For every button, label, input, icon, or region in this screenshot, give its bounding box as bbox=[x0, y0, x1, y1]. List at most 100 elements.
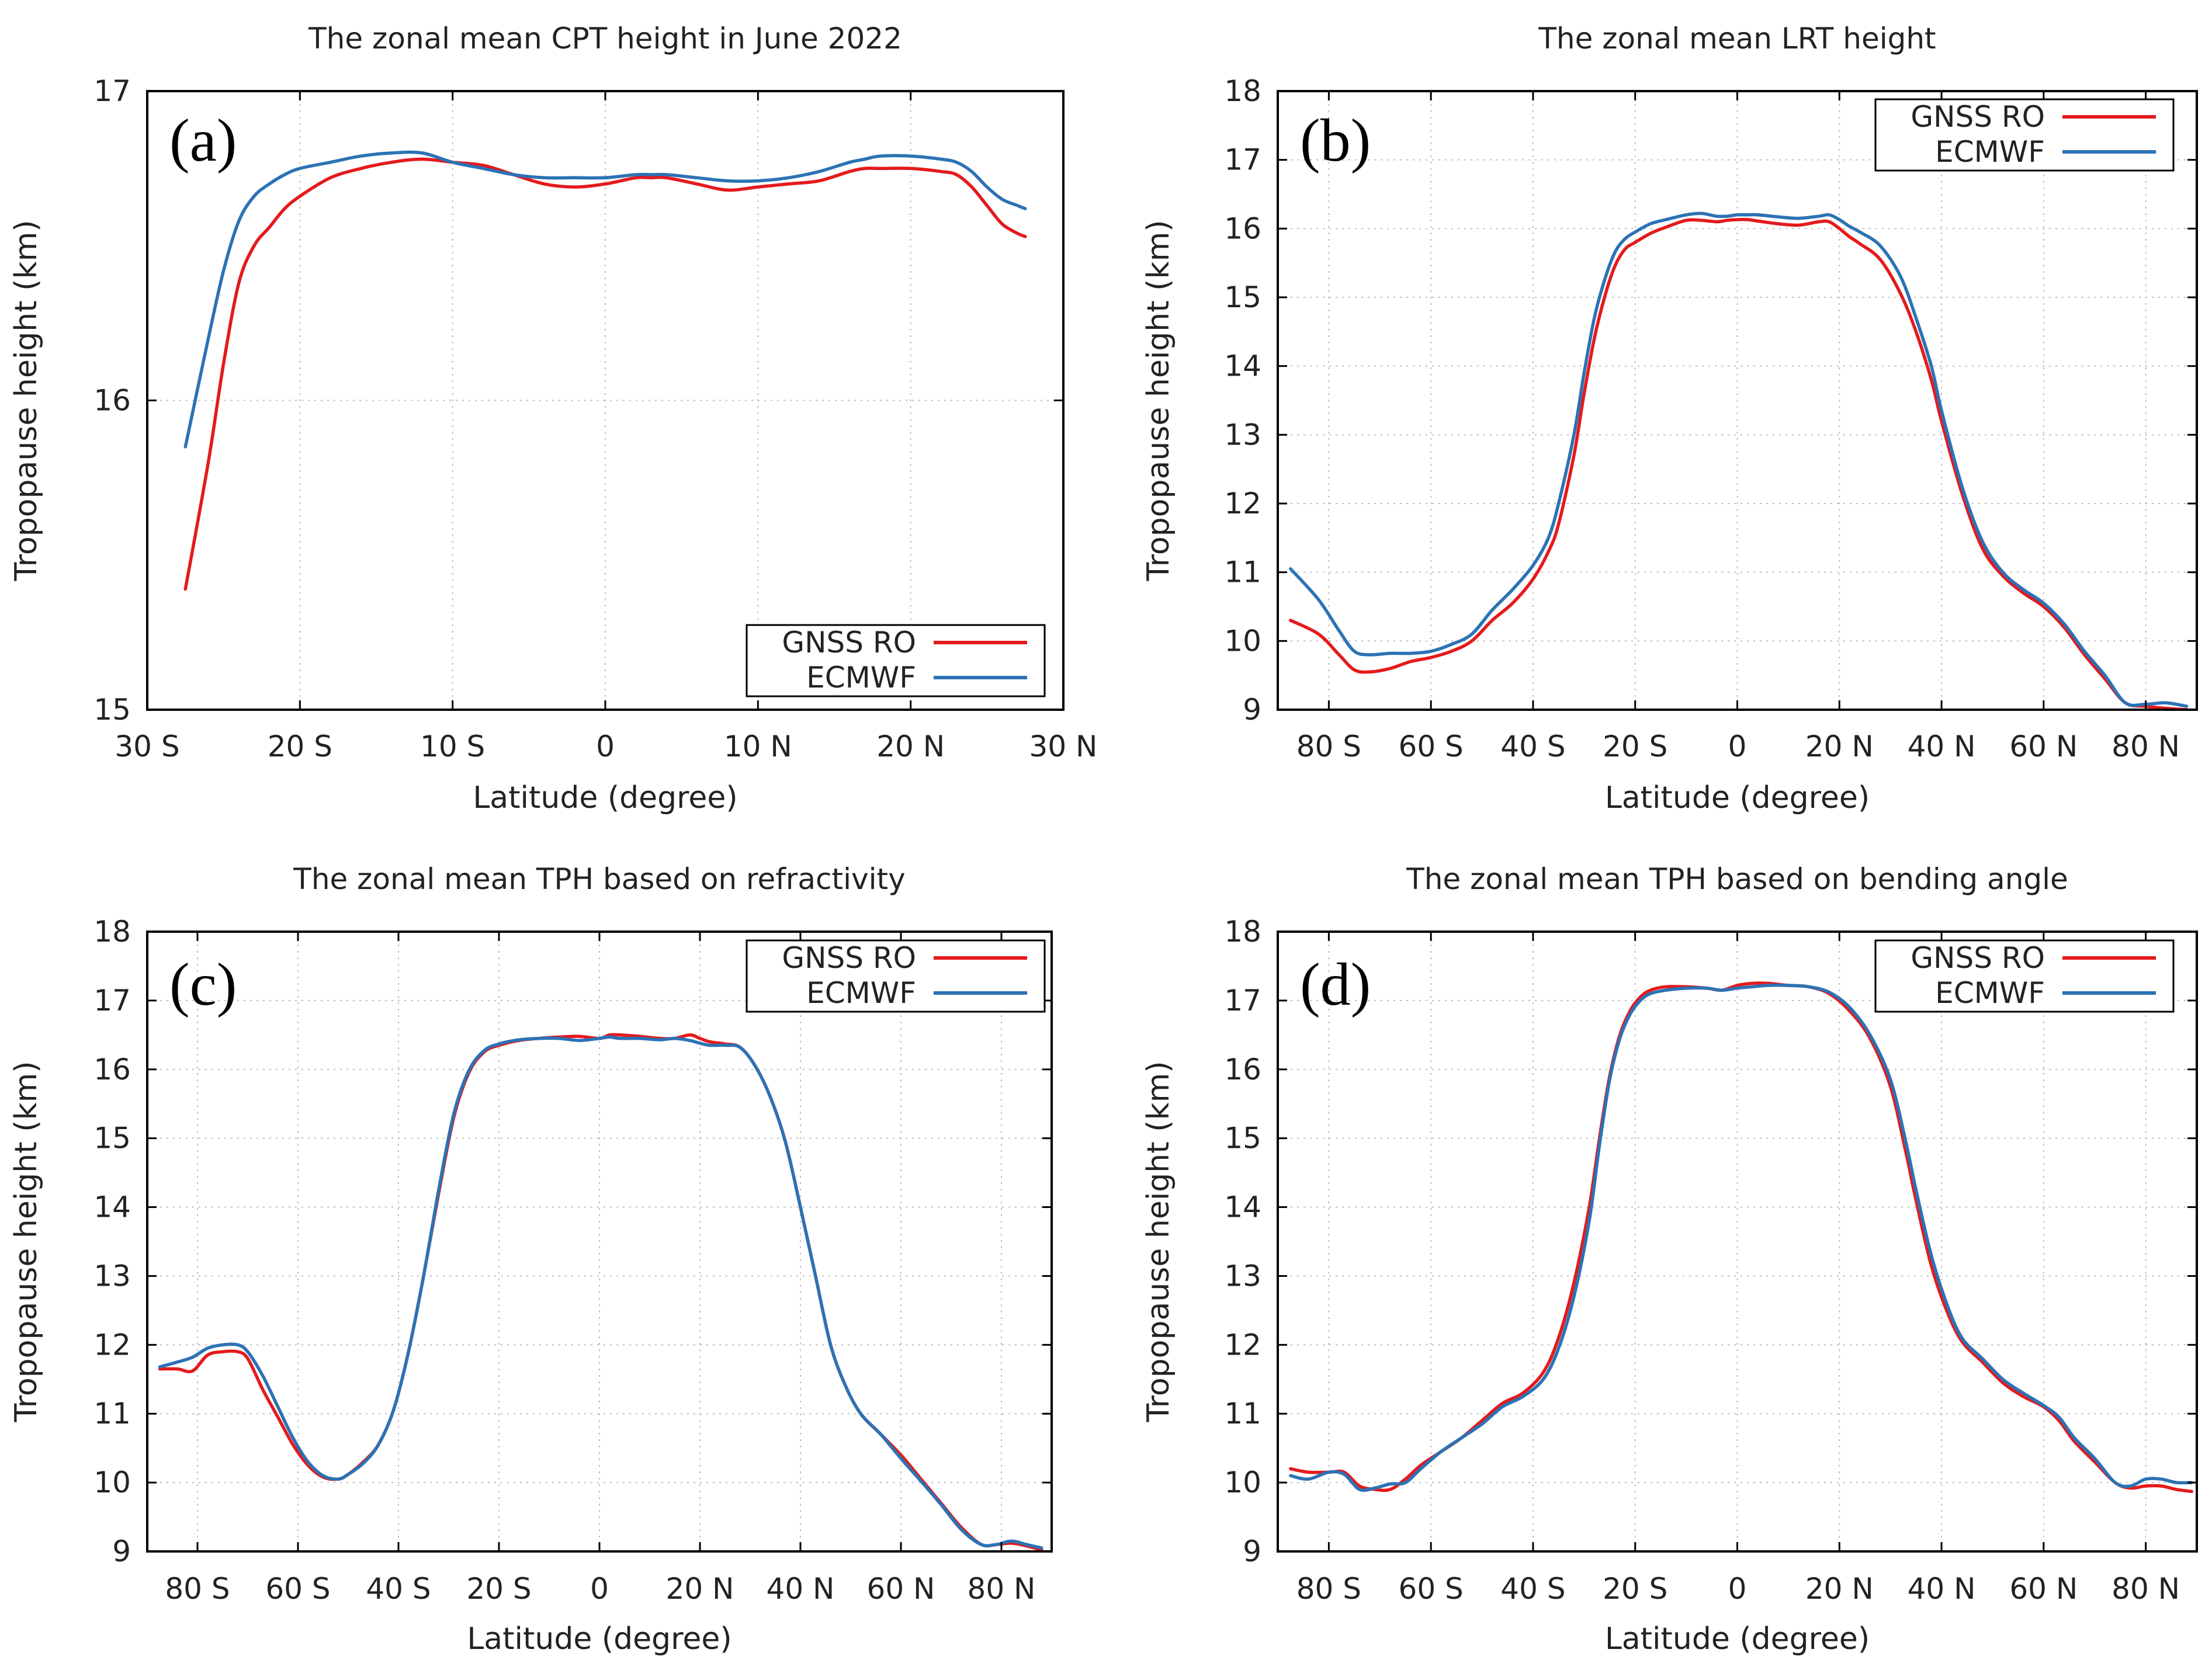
y-tick-label: 13 bbox=[93, 1259, 131, 1293]
y-tick-label: 12 bbox=[1224, 487, 1261, 520]
x-tick-label: 40 S bbox=[1500, 730, 1565, 763]
series-line-ecmwf bbox=[1289, 211, 2189, 708]
x-tick-label: 20 S bbox=[1603, 1572, 1667, 1606]
legend-label: GNSS RO bbox=[1911, 100, 2045, 134]
chart-title: The zonal mean TPH based on bending angl… bbox=[1406, 862, 2068, 896]
y-tick-label: 15 bbox=[1224, 280, 1261, 314]
grid bbox=[147, 932, 1052, 1551]
series-group bbox=[158, 1033, 1043, 1551]
y-axis-label: Tropopause height (km) bbox=[9, 220, 44, 581]
y-tick-label: 9 bbox=[1243, 1534, 1261, 1568]
x-tick-label: 60 N bbox=[2009, 730, 2078, 763]
x-axis-label: Latitude (degree) bbox=[1605, 1622, 1870, 1657]
y-tick-label: 12 bbox=[93, 1328, 131, 1362]
x-tick-label: 40 N bbox=[1908, 1572, 1976, 1606]
legend-label: ECMWF bbox=[806, 976, 916, 1010]
x-axis-label: Latitude (degree) bbox=[473, 780, 737, 815]
chart-panel-4: The zonal mean TPH based on bending angl… bbox=[1141, 862, 2198, 1657]
y-tick-label: 16 bbox=[93, 1053, 131, 1086]
y-tick-label: 16 bbox=[93, 384, 131, 418]
y-tick-label: 11 bbox=[93, 1397, 131, 1431]
series-line-ecmwf bbox=[1289, 983, 2194, 1492]
legend-box bbox=[746, 939, 1046, 1013]
y-tick-label: 14 bbox=[1224, 349, 1261, 383]
y-tick-label: 13 bbox=[1224, 1259, 1261, 1293]
y-tick-label: 10 bbox=[1224, 1466, 1261, 1499]
y-tick-label: 15 bbox=[93, 1122, 131, 1155]
x-tick-label: 20 N bbox=[1805, 1572, 1874, 1606]
chart-title: The zonal mean CPT height in June 2022 bbox=[308, 22, 902, 55]
legend-label: GNSS RO bbox=[782, 941, 916, 975]
x-tick-label: 40 S bbox=[366, 1572, 431, 1606]
y-tick-label: 11 bbox=[1224, 555, 1261, 589]
chart-title: The zonal mean TPH based on refractivity bbox=[293, 862, 905, 896]
series-line-ecmwf bbox=[183, 150, 1027, 449]
x-tick-label: 60 S bbox=[1399, 730, 1464, 763]
x-tick-label: 0 bbox=[1728, 730, 1747, 763]
chart-title: The zonal mean LRT height bbox=[1538, 22, 1936, 55]
legend-box bbox=[746, 624, 1046, 697]
y-tick-label: 15 bbox=[93, 693, 131, 727]
y-tick-label: 16 bbox=[1224, 211, 1261, 245]
y-tick-label: 10 bbox=[93, 1466, 131, 1499]
y-tick-label: 15 bbox=[1224, 1122, 1261, 1155]
x-tick-label: 20 N bbox=[666, 1572, 734, 1606]
grid bbox=[147, 91, 1063, 710]
x-tick-label: 20 N bbox=[876, 730, 945, 763]
y-tick-label: 9 bbox=[112, 1534, 131, 1568]
x-tick-label: 60 S bbox=[265, 1572, 330, 1606]
x-axis-label: Latitude (degree) bbox=[467, 1622, 731, 1657]
y-tick-label: 10 bbox=[1224, 624, 1261, 658]
legend-label: ECMWF bbox=[1935, 135, 2045, 169]
x-tick-label: 80 N bbox=[2112, 1572, 2180, 1606]
chart-panel-3: The zonal mean TPH based on refractivity… bbox=[9, 862, 1053, 1657]
x-tick-label: 40 S bbox=[1500, 1572, 1565, 1606]
x-tick-label: 40 N bbox=[1908, 730, 1976, 763]
y-tick-label: 17 bbox=[1224, 143, 1261, 177]
y-tick-label: 18 bbox=[1224, 915, 1261, 949]
x-tick-label: 10 N bbox=[724, 730, 792, 763]
x-tick-label: 10 S bbox=[420, 730, 485, 763]
series-group bbox=[183, 150, 1027, 591]
panel-label: (a) bbox=[169, 107, 237, 174]
x-tick-label: 60 N bbox=[2009, 1572, 2078, 1606]
chart-panel-1: The zonal mean CPT height in June 2022 30… bbox=[9, 22, 1097, 815]
x-tick-label: 80 N bbox=[968, 1572, 1036, 1606]
y-axis-label: Tropopause height (km) bbox=[1141, 1061, 1176, 1422]
y-tick-label: 14 bbox=[93, 1190, 131, 1224]
x-tick-label: 20 S bbox=[1603, 730, 1667, 763]
legend-box bbox=[1874, 98, 2175, 172]
x-tick-label: 20 S bbox=[466, 1572, 531, 1606]
x-tick-label: 80 N bbox=[2112, 730, 2180, 763]
series-line-gnss-ro bbox=[1289, 218, 2189, 710]
series-group bbox=[1289, 981, 2194, 1494]
series-line-ecmwf bbox=[158, 1035, 1043, 1550]
grid bbox=[1278, 932, 2197, 1551]
legend-box bbox=[1874, 939, 2175, 1013]
y-tick-label: 17 bbox=[93, 984, 131, 1018]
y-tick-label: 18 bbox=[1224, 74, 1261, 108]
x-tick-label: 60 N bbox=[867, 1572, 935, 1606]
series-line-gnss-ro bbox=[158, 1033, 1043, 1551]
panel-label: (b) bbox=[1300, 107, 1371, 174]
x-tick-label: 0 bbox=[1728, 1572, 1747, 1606]
x-tick-label: 30 S bbox=[115, 730, 179, 763]
x-tick-label: 20 S bbox=[268, 730, 332, 763]
y-tick-label: 17 bbox=[93, 74, 131, 108]
y-axis-label: Tropopause height (km) bbox=[1141, 220, 1176, 581]
x-tick-label: 80 S bbox=[1296, 730, 1361, 763]
x-axis-label: Latitude (degree) bbox=[1605, 780, 1870, 815]
y-tick-label: 16 bbox=[1224, 1053, 1261, 1086]
x-tick-label: 0 bbox=[590, 1572, 609, 1606]
series-group bbox=[1289, 211, 2189, 710]
legend-label: ECMWF bbox=[1935, 976, 2045, 1010]
x-tick-label: 20 N bbox=[1805, 730, 1874, 763]
y-tick-label: 18 bbox=[93, 915, 131, 949]
x-tick-label: 40 N bbox=[767, 1572, 835, 1606]
chart-panel-2: The zonal mean LRT height 80 S 60 S 40 S 20 … bbox=[1141, 22, 2198, 815]
